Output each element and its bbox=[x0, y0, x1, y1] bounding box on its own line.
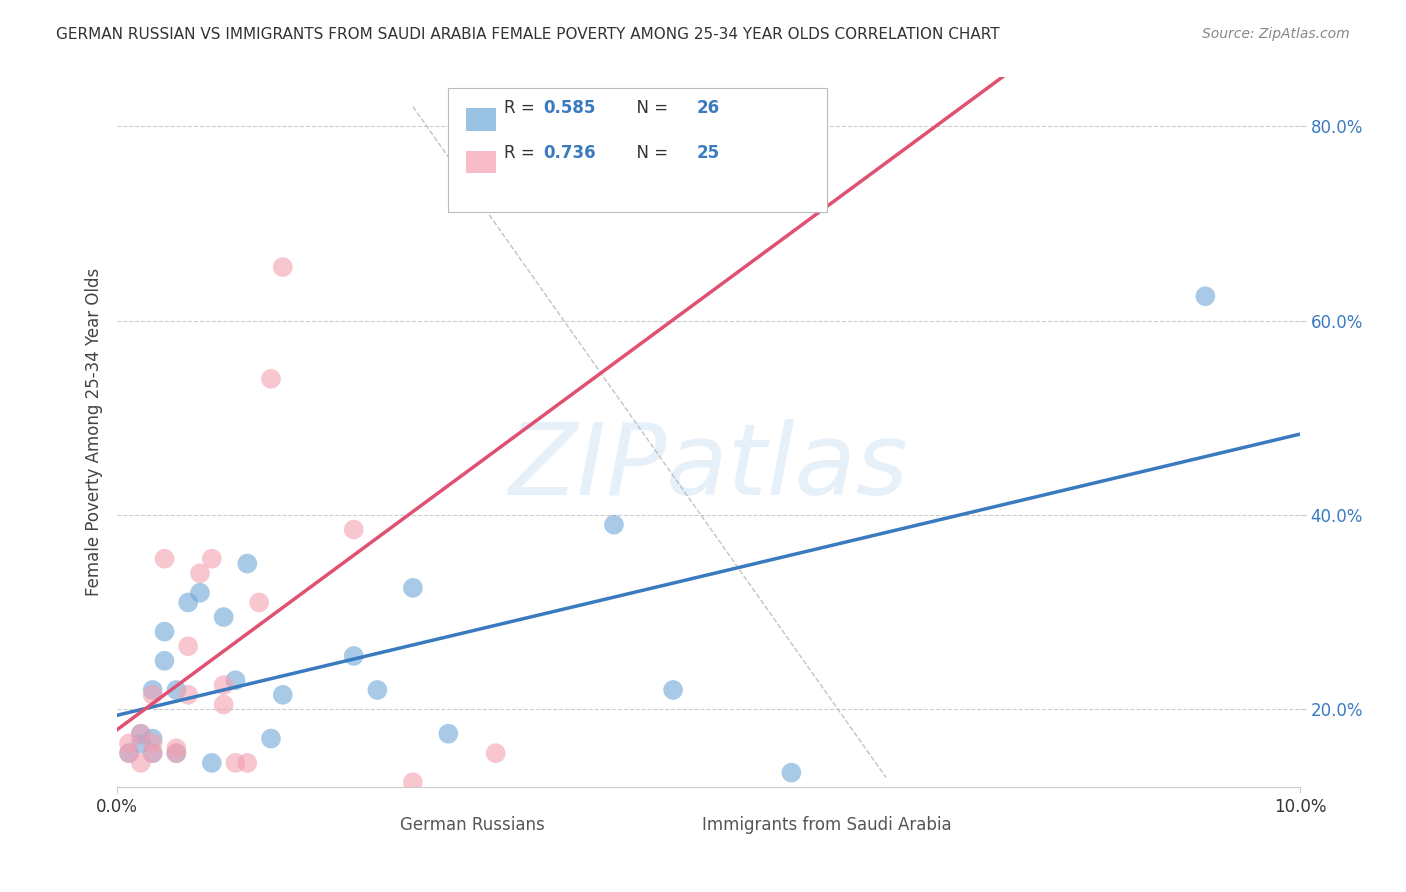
Point bbox=[142, 746, 165, 760]
Point bbox=[129, 727, 152, 741]
Text: German Russians: German Russians bbox=[399, 816, 544, 834]
Point bbox=[236, 557, 259, 571]
Point bbox=[142, 688, 165, 702]
Text: ZIPatlas: ZIPatlas bbox=[509, 419, 908, 516]
Text: 0.736: 0.736 bbox=[543, 144, 596, 161]
Point bbox=[366, 683, 388, 698]
Point bbox=[118, 736, 141, 750]
Point bbox=[165, 746, 187, 760]
FancyBboxPatch shape bbox=[467, 151, 496, 173]
Point bbox=[1194, 289, 1216, 303]
Point bbox=[603, 517, 626, 532]
FancyBboxPatch shape bbox=[467, 108, 496, 130]
Point bbox=[402, 775, 425, 789]
Text: 0.585: 0.585 bbox=[543, 99, 595, 117]
Point bbox=[118, 746, 141, 760]
Point bbox=[142, 736, 165, 750]
Point bbox=[177, 688, 200, 702]
Point bbox=[153, 551, 176, 566]
Point bbox=[485, 746, 508, 760]
Text: 26: 26 bbox=[697, 99, 720, 117]
Text: R =: R = bbox=[503, 99, 540, 117]
Point bbox=[260, 372, 283, 386]
Point bbox=[153, 654, 176, 668]
Point bbox=[142, 731, 165, 746]
FancyBboxPatch shape bbox=[449, 88, 827, 212]
Text: 25: 25 bbox=[697, 144, 720, 161]
Text: R =: R = bbox=[503, 144, 540, 161]
Point bbox=[402, 581, 425, 595]
Point bbox=[343, 523, 366, 537]
Text: Immigrants from Saudi Arabia: Immigrants from Saudi Arabia bbox=[702, 816, 952, 834]
Point bbox=[165, 741, 187, 756]
Point bbox=[129, 756, 152, 770]
Point bbox=[212, 698, 235, 712]
Point bbox=[201, 756, 224, 770]
Point bbox=[662, 683, 685, 698]
Text: GERMAN RUSSIAN VS IMMIGRANTS FROM SAUDI ARABIA FEMALE POVERTY AMONG 25-34 YEAR O: GERMAN RUSSIAN VS IMMIGRANTS FROM SAUDI … bbox=[56, 27, 1000, 42]
Point bbox=[129, 736, 152, 750]
Point bbox=[260, 731, 283, 746]
Point bbox=[177, 595, 200, 609]
Point bbox=[437, 727, 460, 741]
Point bbox=[129, 727, 152, 741]
Point bbox=[142, 746, 165, 760]
Y-axis label: Female Poverty Among 25-34 Year Olds: Female Poverty Among 25-34 Year Olds bbox=[86, 268, 103, 597]
Point bbox=[165, 683, 187, 698]
Point bbox=[271, 260, 294, 274]
Point bbox=[165, 746, 187, 760]
Point bbox=[153, 624, 176, 639]
Point bbox=[271, 688, 294, 702]
Point bbox=[224, 673, 246, 688]
Point bbox=[177, 639, 200, 653]
Point bbox=[343, 648, 366, 663]
Point bbox=[224, 756, 246, 770]
Point bbox=[236, 756, 259, 770]
Point bbox=[188, 586, 211, 600]
Text: Source: ZipAtlas.com: Source: ZipAtlas.com bbox=[1202, 27, 1350, 41]
Text: N =: N = bbox=[626, 99, 673, 117]
FancyBboxPatch shape bbox=[347, 825, 370, 840]
Point bbox=[142, 683, 165, 698]
Point bbox=[201, 551, 224, 566]
Point bbox=[118, 746, 141, 760]
Point bbox=[247, 595, 270, 609]
Point bbox=[544, 124, 567, 138]
Point bbox=[212, 610, 235, 624]
FancyBboxPatch shape bbox=[697, 825, 718, 840]
Text: N =: N = bbox=[626, 144, 673, 161]
Point bbox=[212, 678, 235, 692]
Point bbox=[780, 765, 803, 780]
Point bbox=[188, 566, 211, 581]
